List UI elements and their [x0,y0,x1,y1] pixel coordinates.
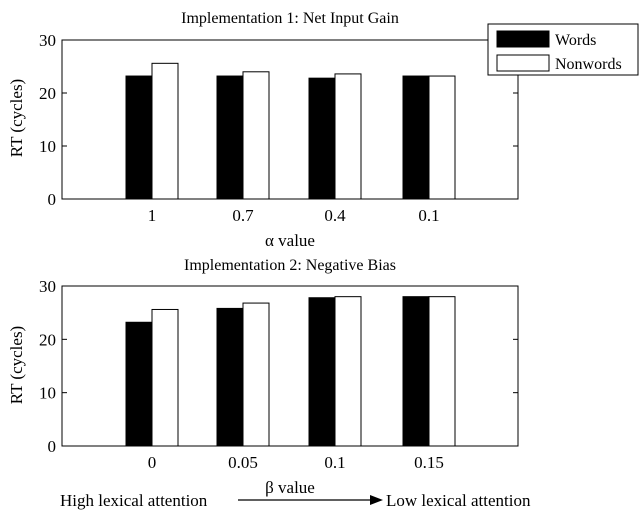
annotation-left: High lexical attention [60,491,208,510]
chart-title: Implementation 2: Negative Bias [184,257,396,274]
plot-area [61,285,519,447]
y-tick-label: 10 [39,137,56,156]
x-tick-label: 0 [148,453,157,472]
y-tick-label: 0 [48,190,57,209]
y-axis-label: RT (cycles) [7,326,26,404]
bar-words-2 [308,297,336,447]
y-tick-label: 10 [39,384,56,403]
bar-nonwords-3 [428,75,456,200]
x-tick-label: 0.1 [418,206,439,225]
bar-nonwords-2 [334,73,362,200]
y-tick-label: 0 [48,437,57,456]
legend-label-words: Words [555,32,596,49]
plot-area [61,39,519,200]
legend-label-nonwords: Nonwords [555,56,622,73]
bar-nonwords-3 [428,296,456,447]
chart-panel-1: Implementation 1: Net Input Gain RT (cyc… [7,10,519,250]
x-tick-label: 0.05 [228,453,258,472]
bar-words-3 [402,296,430,447]
legend-swatch-words [496,30,550,48]
chart-panel-2: Implementation 2: Negative Bias RT (cycl… [7,257,519,497]
attention-annotation: High lexical attention Low lexical atten… [60,491,531,510]
tick-group: 0 0.05 0.1 0.15 0 10 20 30 [39,277,518,472]
bar-words-0 [125,75,153,200]
bar-words-1 [216,307,244,447]
bar-nonwords-2 [334,296,362,447]
bar-words-0 [125,321,153,447]
bar-group [125,296,456,447]
x-tick-label: 0.4 [324,206,346,225]
bar-nonwords-0 [151,308,179,447]
bar-group [125,62,456,200]
x-axis-label: α value [265,231,315,250]
bar-nonwords-1 [242,302,270,447]
y-axis-label: RT (cycles) [7,79,26,157]
bar-nonwords-0 [151,62,179,200]
y-tick-label: 30 [39,277,56,296]
bar-words-1 [216,75,244,200]
x-tick-label: 1 [148,206,157,225]
y-tick-label: 20 [39,330,56,349]
chart-title: Implementation 1: Net Input Gain [181,10,399,27]
bar-words-2 [308,77,336,200]
y-tick-label: 20 [39,84,56,103]
tick-group: 1 0.7 0.4 0.1 0 10 20 30 [39,31,518,225]
x-tick-label: 0.15 [414,453,444,472]
legend-swatch-nonwords [496,54,550,72]
annotation-arrowhead [370,495,383,505]
legend: Words Nonwords [487,23,639,76]
x-axis-label: β value [265,478,315,497]
y-tick-label: 30 [39,31,56,50]
bar-words-3 [402,75,430,200]
x-tick-label: 0.7 [232,206,254,225]
bar-nonwords-1 [242,71,270,200]
x-tick-label: 0.1 [324,453,345,472]
annotation-right: Low lexical attention [386,491,531,510]
